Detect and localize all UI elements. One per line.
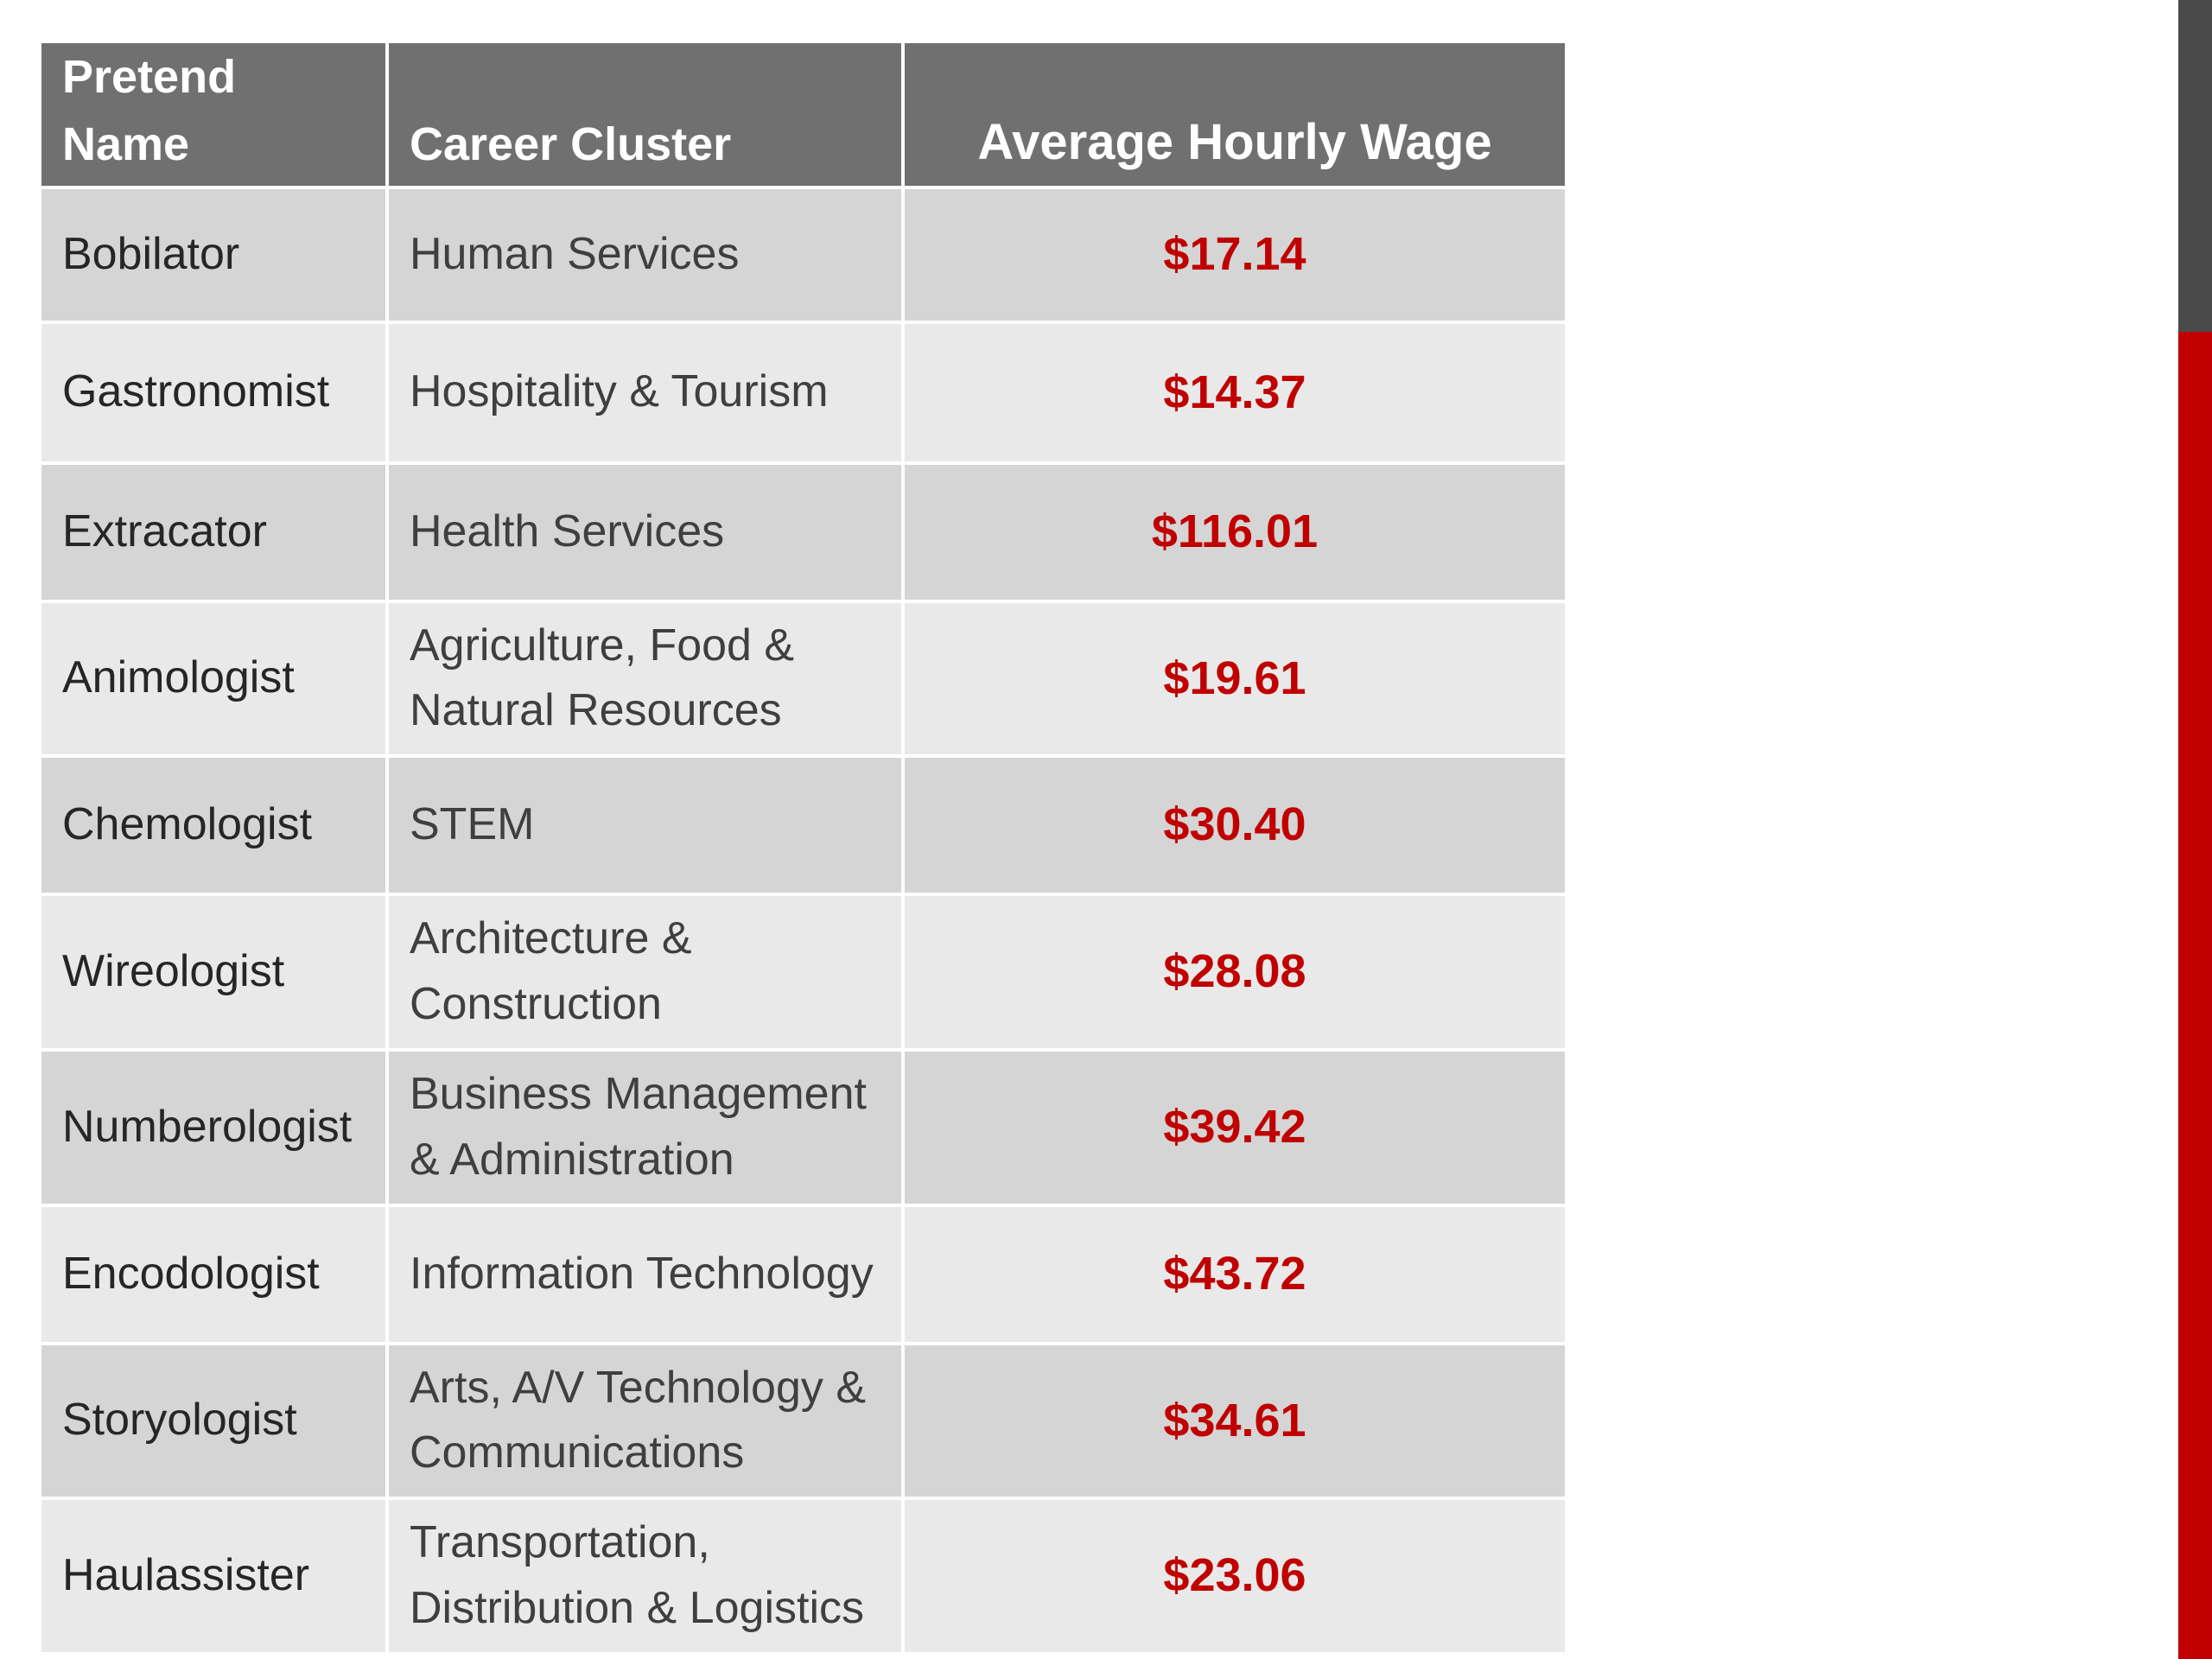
wage-cell: $14.37 [901,320,1568,465]
wage-cell: $28.08 [901,892,1568,1052]
wage-cell: $43.72 [901,1203,1568,1345]
header-cell: Pretend Name [38,40,389,189]
cluster-cell: Human Services [385,185,905,324]
table-row: Encodologist Information Technology $43.72 [38,1203,1568,1345]
name-cell: Numberologist [38,1047,389,1207]
header-row: Pretend Name Career Cluster Average Hour… [38,40,1568,189]
cluster-cell: Transportation, Distribution & Logistics [385,1496,905,1656]
wage-cell: $116.01 [901,461,1568,603]
table-row: Chemologist STEM $30.40 [38,753,1568,896]
wage-cell: $34.61 [901,1341,1568,1500]
cluster-cell: Health Services [385,461,905,603]
name-cell: Animologist [38,599,389,758]
table-row: Storyologist Arts, A/V Technology & Commu… [38,1341,1568,1500]
name-cell: Bobilator [38,185,389,324]
cluster-cell: Agriculture, Food & Natural Resources [385,599,905,758]
name-cell: Wireologist [38,892,389,1052]
cluster-cell: Arts, A/V Technology & Communications [385,1341,905,1500]
table-row: Wireologist Architecture & Construction $2… [38,892,1568,1052]
name-cell: Haulassister [38,1496,389,1656]
cluster-cell: STEM [385,753,905,896]
wage-cell: $19.61 [901,599,1568,758]
wage-cell: $17.14 [901,185,1568,324]
accent-bar [2178,332,2212,1659]
table-header: Pretend Name Career Cluster Average Hour… [38,40,1568,189]
name-cell: Extracator [38,461,389,603]
wage-cell: $23.06 [901,1496,1568,1656]
table-row: Numberologist Business Management & Admin… [38,1047,1568,1207]
name-cell: Chemologist [38,753,389,896]
name-cell: Gastronomist [38,320,389,465]
wage-cell: $39.42 [901,1047,1568,1207]
table-row: Bobilator Human Services $17.14 [38,185,1568,324]
wage-cell: $30.40 [901,753,1568,896]
name-cell: Storyologist [38,1341,389,1500]
header-cell: Average Hourly Wage [901,40,1568,189]
table-row: Gastronomist Hospitality & Tourism $14.37 [38,320,1568,465]
header-cell: Career Cluster [385,40,905,189]
table-body: Bobilator Human Services $17.14 Gastronomis… [38,185,1568,1656]
name-cell: Encodologist [38,1203,389,1345]
table-row: Animologist Agriculture, Food & Natural R… [38,599,1568,758]
accent-bar [2178,0,2212,332]
cluster-cell: Business Management & Administration [385,1047,905,1207]
table-row: Extracator Health Services $116.01 [38,461,1568,603]
cluster-cell: Architecture & Construction [385,892,905,1052]
cluster-cell: Information Technology [385,1203,905,1345]
wage-table: Pretend Name Career Cluster Average Hour… [38,40,1568,1656]
cluster-cell: Hospitality & Tourism [385,320,905,465]
table-row: Haulassister Transportation, Distribution… [38,1496,1568,1656]
